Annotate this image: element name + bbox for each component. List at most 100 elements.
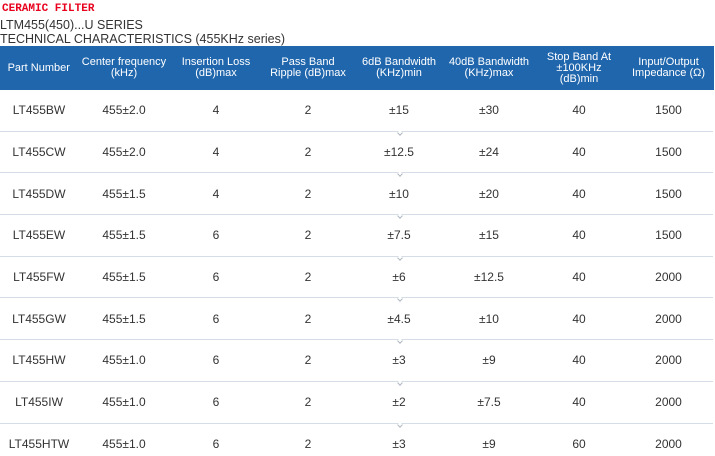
table-cell: 1500 bbox=[624, 172, 713, 216]
table-cell: 40 bbox=[534, 172, 624, 216]
table-cell: 40 bbox=[534, 297, 624, 341]
table-cell: ±9 bbox=[444, 423, 534, 456]
table-cell: 1500 bbox=[624, 90, 713, 132]
table-cell: 2 bbox=[262, 131, 354, 174]
table-cell: 40 bbox=[534, 256, 624, 299]
cell-value: ±7.5 bbox=[387, 228, 411, 243]
table-cell: ±30 bbox=[444, 90, 534, 132]
table-cell: 6 bbox=[170, 339, 262, 382]
table-cell: 2 bbox=[262, 214, 354, 257]
table-cell: LT455DW bbox=[0, 172, 78, 216]
table-cell: ±20 bbox=[444, 172, 534, 216]
table-cell: 6 bbox=[170, 256, 262, 299]
table-cell: 455±1.0 bbox=[78, 381, 170, 424]
cell-value: ±6 bbox=[392, 270, 406, 285]
table-row: LT455HTW 455±1.0 6 2 ±3 ±9 60 2000 bbox=[0, 423, 713, 456]
column-header: Pass Band Ripple (dB)max bbox=[262, 46, 355, 90]
table-cell: ±15 bbox=[354, 90, 444, 136]
table-cell: 6 bbox=[170, 381, 262, 424]
cell-value: ±3 bbox=[392, 353, 406, 368]
column-header: 6dB Bandwidth (KHz)min bbox=[354, 46, 445, 90]
table-cell: ±3 bbox=[354, 339, 444, 386]
table-cell: 2000 bbox=[624, 381, 713, 424]
table-cell: 6 bbox=[170, 423, 262, 456]
table-cell: 2 bbox=[262, 172, 354, 216]
table-row: LT455HW 455±1.0 6 2 ±3 ±9 40 2000 bbox=[0, 339, 713, 386]
cell-value: ±10 bbox=[389, 186, 409, 201]
table-cell: 4 bbox=[170, 90, 262, 132]
table-cell: 1500 bbox=[624, 131, 713, 174]
table-cell: LT455GW bbox=[0, 297, 78, 341]
table-body: LT455BW 455±2.0 4 2 ±15 ±30 40 1500 LT455CW 455±2… bbox=[0, 90, 713, 456]
column-header: Input/Output Impedance (Ω) bbox=[624, 46, 714, 90]
table-cell: ±10 bbox=[354, 172, 444, 219]
table-cell: 40 bbox=[534, 339, 624, 382]
table-cell: 455±2.0 bbox=[78, 90, 170, 132]
table-cell: LT455HTW bbox=[0, 423, 78, 456]
table-cell: ±4.5 bbox=[354, 297, 444, 344]
table-cell: 4 bbox=[170, 172, 262, 216]
cell-value: ±15 bbox=[389, 103, 409, 118]
table-row: LT455BW 455±2.0 4 2 ±15 ±30 40 1500 bbox=[0, 90, 713, 136]
table-cell: ±6 bbox=[354, 256, 444, 303]
table-cell: 455±2.0 bbox=[78, 131, 170, 174]
cell-value: ±2 bbox=[392, 395, 406, 410]
table-cell: 2 bbox=[262, 297, 354, 341]
table-cell: 2 bbox=[262, 90, 354, 132]
table-row: LT455EW 455±1.5 6 2 ±7.5 ±15 40 1500 bbox=[0, 214, 713, 261]
table-cell: ±7.5 bbox=[354, 214, 444, 261]
table-cell: ±15 bbox=[444, 214, 534, 257]
table-cell: LT455IW bbox=[0, 381, 78, 424]
table-cell: LT455EW bbox=[0, 214, 78, 257]
table-cell: 455±1.0 bbox=[78, 339, 170, 382]
table-row: LT455FW 455±1.5 6 2 ±6 ±12.5 40 2000 bbox=[0, 256, 713, 303]
table-cell: LT455HW bbox=[0, 339, 78, 382]
table-cell: 2000 bbox=[624, 339, 713, 382]
table-cell: LT455FW bbox=[0, 256, 78, 299]
table-row: LT455DW 455±1.5 4 2 ±10 ±20 40 1500 bbox=[0, 172, 713, 219]
column-header: Part Number bbox=[0, 46, 79, 90]
table-cell: 455±1.5 bbox=[78, 297, 170, 341]
table-cell: ±3 bbox=[354, 423, 444, 456]
table-cell: ±12.5 bbox=[354, 131, 444, 178]
cell-value: ±3 bbox=[392, 436, 406, 451]
table-row: LT455GW 455±1.5 6 2 ±4.5 ±10 40 2000 bbox=[0, 297, 713, 344]
cell-value: ±4.5 bbox=[387, 311, 411, 326]
column-header: 40dB Bandwidth (KHz)max bbox=[444, 46, 535, 90]
table-cell: 1500 bbox=[624, 214, 713, 257]
table-cell: 455±1.0 bbox=[78, 423, 170, 456]
table-cell: LT455BW bbox=[0, 90, 78, 132]
table-cell: 6 bbox=[170, 214, 262, 257]
table-cell: LT455CW bbox=[0, 131, 78, 174]
table-cell: 2 bbox=[262, 256, 354, 299]
table-cell: ±2 bbox=[354, 381, 444, 428]
table-cell: 2000 bbox=[624, 297, 713, 341]
table-cell: 2 bbox=[262, 423, 354, 456]
table-cell: ±7.5 bbox=[444, 381, 534, 424]
cell-value: ±12.5 bbox=[384, 145, 414, 160]
table-cell: ±9 bbox=[444, 339, 534, 382]
brand-title: CERAMIC FILTER bbox=[2, 3, 95, 15]
table-cell: 455±1.5 bbox=[78, 214, 170, 257]
table-cell: ±24 bbox=[444, 131, 534, 174]
table-cell: 6 bbox=[170, 297, 262, 341]
table-cell: 2000 bbox=[624, 256, 713, 299]
series-title: LTM455(450)...U SERIES bbox=[0, 18, 143, 32]
table-cell: ±10 bbox=[444, 297, 534, 341]
table-row: LT455IW 455±1.0 6 2 ±2 ±7.5 40 2000 bbox=[0, 381, 713, 428]
table-cell: 40 bbox=[534, 131, 624, 174]
table-cell: 60 bbox=[534, 423, 624, 456]
column-header: Insertion Loss (dB)max bbox=[170, 46, 263, 90]
table-cell: 40 bbox=[534, 214, 624, 257]
column-header: Stop Band At ±100KHz (dB)min bbox=[534, 46, 625, 90]
table-cell: 455±1.5 bbox=[78, 172, 170, 216]
spec-table: Part Number Center frequency (kHz) Inserti… bbox=[0, 46, 714, 456]
table-cell: 2 bbox=[262, 339, 354, 382]
table-cell: ±12.5 bbox=[444, 256, 534, 299]
table-cell: 2 bbox=[262, 381, 354, 424]
table-cell: 40 bbox=[534, 90, 624, 132]
table-header-row: Part Number Center frequency (kHz) Inserti… bbox=[0, 46, 714, 90]
characteristics-title: TECHNICAL CHARACTERISTICS (455KHz series… bbox=[0, 32, 286, 46]
table-cell: 4 bbox=[170, 131, 262, 174]
